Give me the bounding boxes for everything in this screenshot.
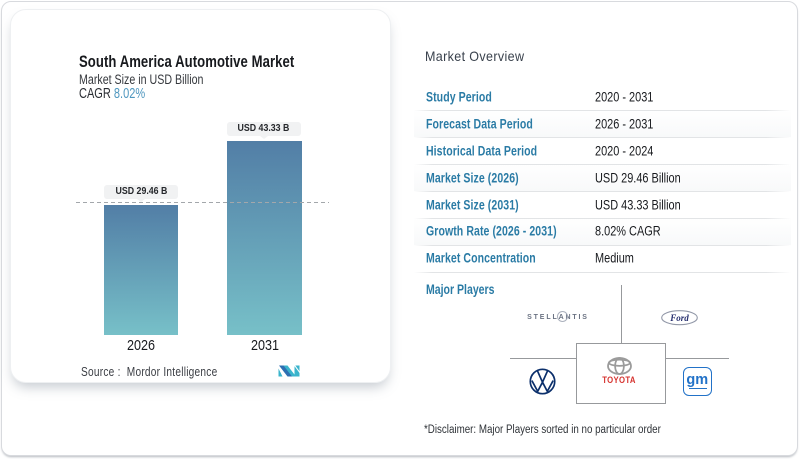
svg-text:Ford: Ford	[669, 313, 689, 323]
